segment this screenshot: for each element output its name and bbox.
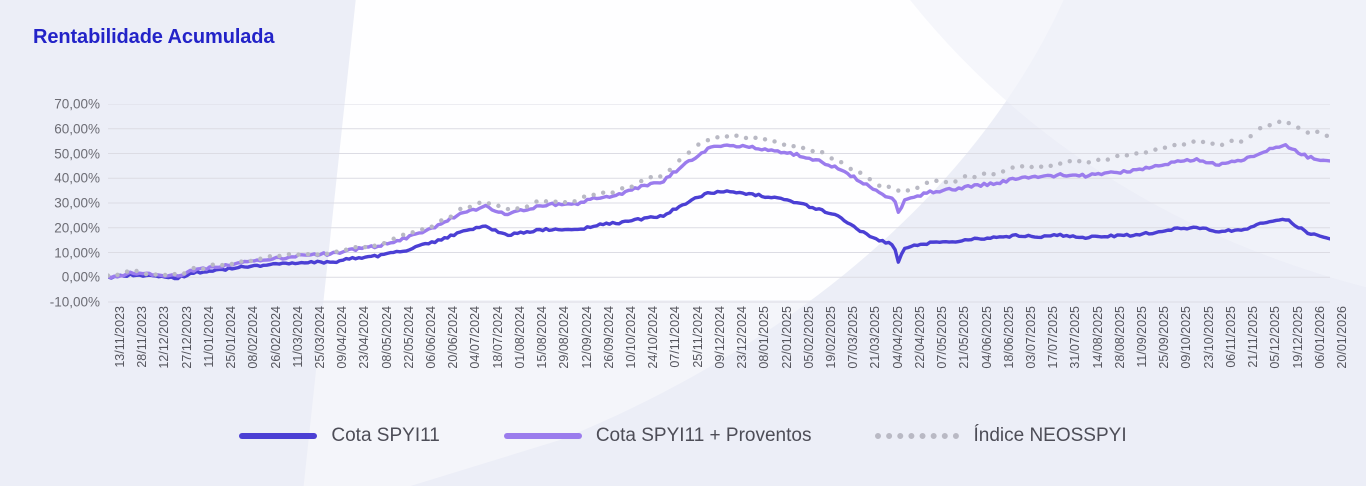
x-axis-tick-label: 21/05/2025 [957,306,972,369]
x-axis-tick-label: 08/01/2025 [757,306,772,369]
y-axis-tick-label: 60,00% [54,121,100,137]
x-axis-tick-label: 05/12/2025 [1268,306,1283,369]
legend-item[interactable]: Índice NEOSSPYI [875,425,1127,447]
x-axis-tick-label: 23/04/2024 [357,306,372,369]
legend-item-label: Cota SPYI11 [331,425,440,446]
x-axis-tick-label: 05/02/2025 [801,306,816,369]
x-axis-tick-label: 06/06/2024 [424,306,439,369]
x-axis-tick-label: 21/11/2025 [1246,306,1261,368]
legend-swatch-icon [239,433,318,439]
x-axis-tick-label: 12/12/2023 [157,306,172,369]
series-2-dotted [108,119,1330,278]
y-axis-tick-label: 30,00% [54,195,100,211]
x-axis-tick-label: 25/11/2024 [690,306,705,368]
chart-legend: Cota SPYI11 Cota SPYI11 + Proventos Índice… [0,425,1366,447]
x-axis-tick-label: 29/08/2024 [557,306,572,369]
x-axis-tick-label: 07/11/2024 [668,306,683,368]
y-axis-tick-label: 10,00% [54,245,100,260]
x-axis-tick-label: 09/10/2025 [1179,306,1194,369]
x-axis-tick-label: 13/11/2023 [113,306,127,368]
page-title: Rentabilidade Acumulada [33,26,275,48]
x-axis-tick-label: 19/12/2025 [1290,306,1305,369]
x-axis-tick-label: 06/01/2026 [1312,306,1327,369]
x-axis-tick-label: 09/12/2024 [712,306,727,369]
x-axis-tick-label: 20/06/2024 [446,306,461,369]
x-axis-tick-label: 17/07/2025 [1046,306,1061,369]
x-axis-tick-label: 26/09/2024 [601,306,616,369]
x-axis-tick-label: 09/04/2024 [335,306,350,369]
y-axis-labels: 70,00% 60,00% 50,00% 40,00% 30,00% 20,00% 10,0… [0,97,100,310]
legend-item-label: Cota SPYI11 + Proventos [595,425,812,446]
chart-plot-area [108,104,1330,303]
y-axis-tick-label: 0,00% [61,269,100,285]
x-axis-tick-label: 12/09/2024 [579,306,594,369]
x-axis-tick-label: 25/03/2024 [312,306,327,369]
x-axis-tick-label: 24/10/2024 [646,306,661,369]
x-axis-tick-label: 23/12/2024 [735,306,750,369]
x-axis-tick-label: 07/05/2025 [935,306,950,369]
x-axis-tick-label: 25/09/2025 [1157,306,1172,369]
x-axis-tick-label: 28/08/2025 [1112,306,1127,369]
x-axis-tick-label: 25/01/2024 [224,306,239,369]
series-0-line [108,189,1330,281]
x-axis-tick-label: 01/08/2024 [512,306,527,369]
y-axis-tick-label: 50,00% [54,146,100,161]
x-axis-labels: 13/11/2023 28/11/2023 12/12/2023 27/12/2023… [108,306,1349,406]
y-axis-tick-label: 40,00% [54,170,100,186]
x-axis-tick-label: 22/05/2024 [401,306,416,369]
y-axis-tick-label: -10,00% [49,294,100,310]
x-axis-tick-label: 03/07/2025 [1023,306,1038,369]
x-axis-tick-label: 07/03/2025 [846,306,861,369]
x-axis-tick-label: 26/02/2024 [268,306,283,369]
x-axis-tick-label: 15/08/2024 [535,306,550,369]
legend-swatch-icon [503,433,582,439]
x-axis-tick-label: 11/03/2024 [290,306,305,368]
x-axis-tick-label: 27/12/2023 [179,306,194,369]
x-axis-tick-label: 19/02/2025 [823,306,838,369]
x-axis-tick-label: 21/03/2025 [868,306,883,369]
series-1-line [108,143,1330,280]
x-axis-tick-label: 08/02/2024 [246,306,261,369]
x-axis-tick-label: 11/09/2025 [1135,306,1150,368]
y-axis-tick-label: 20,00% [54,220,100,236]
x-axis-tick-label: 08/05/2024 [379,306,394,369]
x-axis-tick-label: 18/07/2024 [490,306,505,369]
legend-item-label: Índice NEOSSPYI [973,425,1127,446]
y-axis-tick-label: 70,00% [54,96,100,112]
x-axis-tick-label: 06/11/2025 [1223,306,1238,368]
x-axis-tick-label: 22/04/2025 [912,306,927,369]
x-axis-tick-label: 04/04/2025 [890,306,905,369]
x-axis-tick-label: 23/10/2025 [1201,306,1216,369]
x-axis-tick-label: 28/11/2023 [135,306,150,368]
x-axis-tick-label: 04/07/2024 [468,306,483,369]
x-axis-tick-label: 11/01/2024 [201,306,216,368]
x-axis-tick-label: 31/07/2025 [1068,306,1083,369]
x-axis-tick-label: 20/01/2026 [1335,306,1349,369]
legend-item[interactable]: Cota SPYI11 [239,425,440,447]
x-axis-tick-label: 22/01/2025 [779,306,794,369]
x-axis-tick-label: 10/10/2024 [624,306,639,369]
x-axis-tick-label: 18/06/2025 [1001,306,1016,369]
x-axis-tick-label: 14/08/2025 [1090,306,1105,369]
legend-swatch-icon [875,433,960,439]
legend-item[interactable]: Cota SPYI11 + Proventos [503,425,812,447]
x-axis-tick-label: 04/06/2025 [979,306,994,369]
